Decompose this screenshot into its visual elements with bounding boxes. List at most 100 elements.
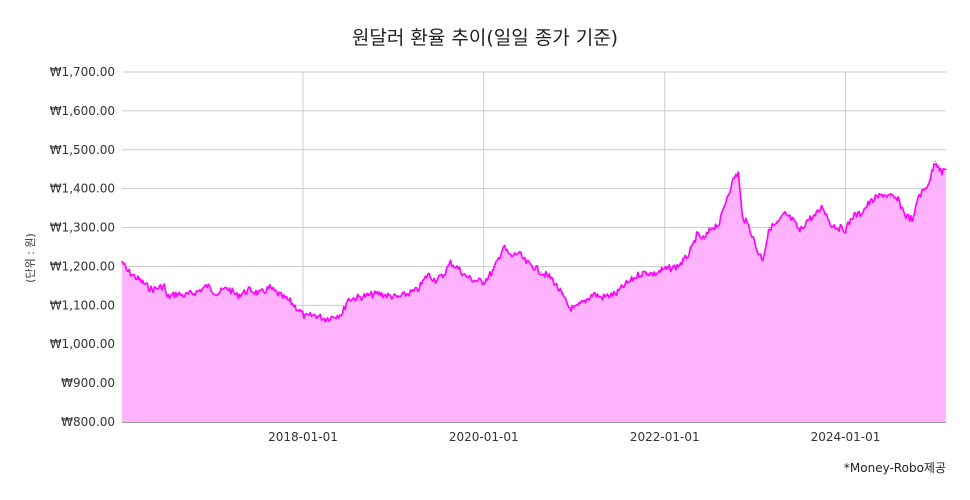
data-point	[593, 293, 595, 295]
y-tick-label: ₩900.00	[61, 376, 115, 390]
data-point	[236, 295, 238, 297]
data-point	[249, 289, 251, 291]
data-point	[889, 195, 892, 198]
series-area	[121, 160, 947, 422]
x-tick-label: 2022-01-01	[630, 430, 700, 444]
data-point	[540, 271, 542, 273]
data-point	[304, 316, 306, 318]
y-tick-label: ₩1,600.00	[50, 104, 115, 118]
data-point	[377, 293, 379, 295]
data-point	[573, 308, 575, 310]
data-point	[615, 293, 618, 295]
x-tick-label: 2024-01-01	[811, 430, 881, 444]
data-point	[226, 287, 228, 289]
data-point	[442, 275, 444, 277]
data-point	[905, 215, 907, 217]
data-point	[434, 279, 437, 281]
data-point	[925, 188, 927, 190]
data-point	[749, 226, 751, 229]
data-point	[867, 203, 869, 205]
data-point	[560, 293, 563, 295]
data-point	[314, 314, 316, 316]
data-point	[279, 295, 281, 297]
data-point	[324, 318, 326, 320]
data-point	[941, 172, 943, 174]
data-point	[184, 295, 186, 297]
data-point	[136, 277, 138, 279]
data-point	[676, 265, 678, 268]
data-point	[568, 306, 570, 308]
data-point	[726, 195, 728, 198]
data-point	[683, 260, 685, 262]
data-point	[718, 223, 721, 225]
data-point	[711, 226, 713, 229]
data-point	[126, 269, 128, 271]
data-point	[733, 176, 736, 178]
data-point	[859, 213, 861, 215]
data-point	[550, 277, 553, 279]
data-point	[829, 223, 831, 225]
data-point	[472, 279, 474, 281]
data-point	[578, 304, 580, 306]
y-tick-label: ₩1,400.00	[50, 182, 115, 196]
data-point	[776, 223, 778, 225]
y-tick-label: ₩1,200.00	[50, 259, 115, 273]
source-footnote: *Money-Robo제공	[844, 461, 946, 475]
data-point	[737, 172, 739, 174]
y-tick-label: ₩1,000.00	[50, 337, 115, 351]
data-point	[163, 285, 165, 287]
y-tick-label: ₩1,300.00	[50, 221, 115, 235]
y-axis-label: (단위 : 원)	[24, 233, 37, 283]
data-point	[269, 287, 271, 289]
series-area-fill	[122, 163, 946, 422]
data-point	[483, 281, 485, 283]
data-point	[937, 164, 939, 166]
data-point	[346, 298, 349, 301]
data-point	[397, 296, 399, 299]
data-point	[703, 238, 705, 240]
chart-title: 원달러 환율 추이(일일 종가 기준)	[352, 27, 618, 49]
x-tick-label: 2018-01-01	[268, 430, 338, 444]
data-point	[121, 260, 123, 262]
data-point	[696, 234, 698, 236]
data-point	[289, 300, 291, 303]
data-point	[837, 226, 839, 229]
data-point	[299, 310, 301, 312]
y-axis: ₩800.00 ₩900.00 ₩1,000.00 ₩1,100.00 ₩1,200.0…	[50, 65, 115, 429]
data-point	[668, 267, 671, 269]
y-tick-label: ₩1,500.00	[50, 143, 115, 157]
data-point	[844, 228, 847, 231]
data-point	[151, 289, 153, 291]
data-point	[784, 213, 786, 215]
data-point	[166, 296, 168, 299]
data-point	[357, 296, 359, 299]
data-point	[822, 205, 824, 207]
data-point	[799, 230, 801, 233]
data-point	[917, 195, 919, 198]
data-point	[336, 314, 339, 316]
y-tick-label: ₩1,700.00	[50, 65, 115, 79]
data-point	[897, 199, 899, 201]
data-point	[502, 246, 504, 248]
data-point	[176, 293, 178, 295]
data-point	[874, 197, 877, 199]
data-point	[532, 265, 535, 268]
y-tick-label: ₩800.00	[61, 415, 115, 429]
data-point	[600, 296, 602, 299]
data-point	[387, 295, 389, 297]
data-point	[630, 279, 633, 281]
data-point	[806, 219, 809, 221]
data-point	[741, 215, 743, 217]
data-point	[510, 256, 512, 258]
data-point	[930, 176, 932, 178]
data-point	[791, 219, 794, 221]
data-point	[196, 291, 199, 293]
data-point	[934, 160, 936, 163]
data-point	[586, 298, 588, 301]
data-point	[882, 193, 884, 196]
data-point	[646, 271, 648, 273]
data-point	[661, 269, 663, 271]
data-point	[691, 248, 693, 250]
data-point	[407, 293, 409, 295]
